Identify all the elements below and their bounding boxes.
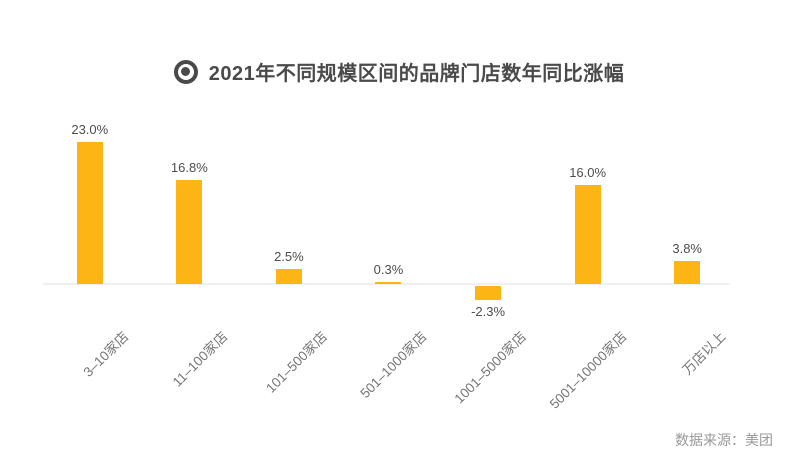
bar [275, 269, 302, 284]
chart-title-row: 2021年不同规模区间的品牌门店数年同比涨幅 [0, 57, 798, 86]
bar-value-label: 2.5% [274, 249, 304, 264]
bar-slot: 2.5% 101–500家店 [239, 0, 339, 467]
bar [475, 286, 502, 300]
x-axis-category-label: 5001–10000家店 [546, 328, 630, 412]
bar-slot: 23.0% 3–10家店 [40, 0, 140, 467]
data-source-label: 数据来源：美团 [675, 432, 773, 448]
x-axis-category-label: 3–10家店 [80, 328, 132, 380]
bar-slot: 16.8% 11–100家店 [140, 0, 240, 467]
x-axis-category-label: 501–1000家店 [357, 328, 430, 402]
bar-value-label: 0.3% [373, 262, 404, 277]
bar-value-label: 16.8% [170, 160, 208, 175]
chart-title: 2021年不同规模区间的品牌门店数年同比涨幅 [208, 63, 625, 85]
bar-value-label: 3.8% [672, 241, 702, 256]
bar-value-label: 16.0% [569, 165, 607, 180]
x-axis-category-label: 11–100家店 [169, 328, 231, 390]
bar [76, 142, 103, 284]
bar-value-label: -2.3% [471, 304, 506, 319]
bar-slot: 16.0% 5001–10000家店 [538, 0, 638, 467]
bar-slot: 0.3% 501–1000家店 [339, 0, 439, 467]
x-axis-category-label: 万店以上 [679, 328, 729, 378]
target-bullseye-dot [181, 67, 191, 76]
bar [674, 261, 701, 284]
x-axis-category-label: 101–500家店 [263, 328, 331, 396]
bar-chart-plot: 23.0% 3–10家店 16.8% 11–100家店 2.5% 101–500家店 0.3… [40, 0, 737, 467]
bar-slot: -2.3% 1001–5000家店 [438, 0, 538, 467]
bar [574, 185, 601, 284]
bar [176, 180, 203, 284]
bar-value-label: 23.0% [71, 122, 109, 137]
bar-slot: 3.8% 万店以上 [637, 0, 737, 467]
x-axis-category-label: 1001–5000家店 [451, 328, 530, 407]
target-bullseye-icon [173, 59, 198, 84]
bar [375, 282, 402, 284]
x-axis-line [43, 283, 730, 285]
